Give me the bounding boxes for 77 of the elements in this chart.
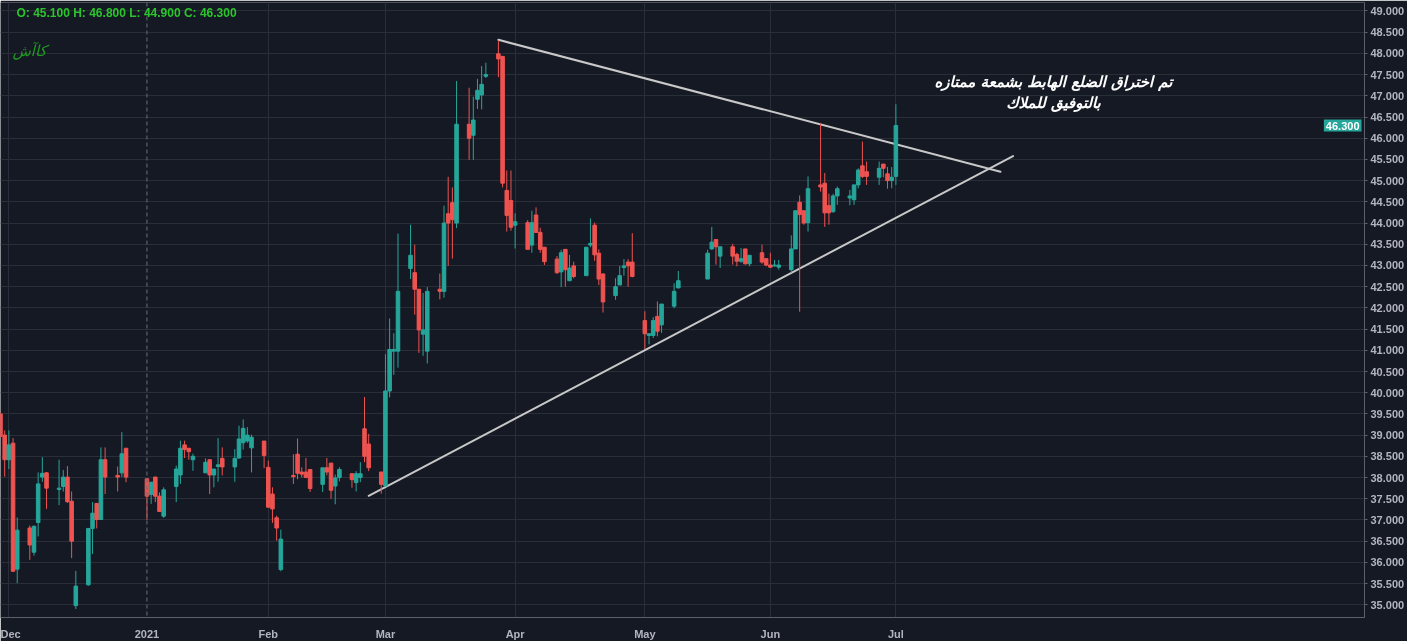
candlestick [797, 194, 802, 313]
annotation: O: 45.100 H: 46.800 L: 44.900 C: 46.300 [16, 5, 237, 20]
x-tick-label: May [634, 627, 657, 640]
x-tick-label: Apr [505, 627, 526, 640]
y-tick-label: 43.500 [1370, 238, 1405, 251]
x-tick-label: 2021 [134, 627, 160, 640]
y-tick-label: 46.000 [1370, 132, 1405, 145]
y-tick-label: 35.000 [1370, 598, 1405, 611]
annotation: كاآش [12, 40, 50, 60]
x-tick-label: Dec [0, 627, 21, 640]
candlestick [659, 303, 664, 334]
candlestick [655, 301, 660, 337]
y-tick-label: 38.500 [1370, 450, 1405, 463]
candlestick [420, 292, 426, 357]
y-tick-label: 39.000 [1370, 429, 1405, 442]
candlestick [115, 466, 120, 493]
candlestick [479, 65, 484, 110]
y-tick-label: 45.000 [1370, 174, 1405, 187]
y-tick-label: 44.500 [1370, 195, 1405, 208]
y-tick-label: 43.000 [1370, 259, 1405, 272]
y-tick-label: 36.500 [1370, 535, 1405, 548]
candlestick [56, 459, 62, 506]
y-tick-label: 47.500 [1370, 68, 1405, 81]
candlestick [642, 310, 648, 350]
y-tick-label: 46.500 [1370, 111, 1405, 124]
y-tick-label: 40.000 [1370, 386, 1405, 399]
candlestick [864, 161, 869, 186]
candlestick [102, 446, 108, 495]
candlestick [445, 176, 451, 267]
candlestick [44, 471, 49, 510]
y-tick-label: 36.000 [1370, 556, 1405, 569]
candlestick [650, 316, 656, 339]
candlestick [349, 473, 355, 489]
candlestick [563, 248, 568, 288]
candlestick [358, 461, 363, 483]
y-tick-label: 41.000 [1370, 344, 1405, 357]
y-tick-label: 35.500 [1370, 577, 1405, 590]
x-tick-label: Jun [760, 627, 781, 640]
y-tick-label: 49.000 [1370, 4, 1405, 17]
candlestick [709, 226, 715, 251]
candlestick [885, 166, 890, 190]
x-tick-label: Jul [887, 627, 904, 640]
candlestick [437, 273, 443, 300]
annotation: 46.300 [1325, 119, 1360, 132]
candlestick [408, 224, 413, 280]
candlestick [567, 254, 572, 282]
candlestick [219, 446, 225, 476]
x-tick-label: Feb [258, 627, 279, 640]
candlestick [613, 277, 618, 301]
candlestick [671, 282, 677, 309]
y-tick-label: 39.500 [1370, 407, 1405, 420]
y-tick-label: 40.500 [1370, 365, 1405, 378]
y-tick-label: 41.500 [1370, 323, 1405, 336]
y-tick-label: 47.000 [1370, 89, 1405, 102]
candlestick [512, 212, 518, 249]
candlestick [119, 431, 125, 478]
candlestick [6, 429, 12, 470]
candlestick [730, 243, 735, 266]
candlestick [717, 246, 723, 269]
candlestick [73, 570, 79, 610]
annotation: تم اختراق الضلع الهابط بشمعة ممتازه بالتوفيق للملاك [934, 72, 1175, 113]
y-tick-label: 45.500 [1370, 153, 1405, 166]
y-tick-label: 38.000 [1370, 471, 1405, 484]
candlestick [625, 258, 631, 288]
y-tick-label: 48.000 [1370, 47, 1405, 60]
y-tick-label: 42.000 [1370, 301, 1405, 314]
y-tick-label: 37.000 [1370, 513, 1405, 526]
candlestick [320, 467, 325, 493]
candlestick [295, 438, 300, 480]
x-tick-label: Mar [375, 627, 396, 640]
candlestick [378, 471, 384, 495]
candlestick [466, 87, 472, 161]
y-tick-label: 44.000 [1370, 217, 1405, 230]
y-tick-label: 48.500 [1370, 26, 1405, 39]
y-tick-label: 37.500 [1370, 492, 1405, 505]
y-tick-label: 42.500 [1370, 280, 1405, 293]
candlestick [215, 437, 221, 483]
